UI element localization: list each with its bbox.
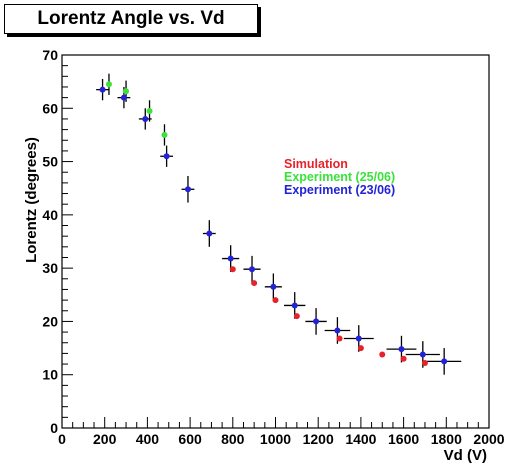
data-point bbox=[99, 86, 106, 93]
x-tick-label: 200 bbox=[93, 431, 117, 447]
data-point bbox=[146, 107, 153, 114]
data-point bbox=[441, 358, 448, 365]
data-point bbox=[123, 88, 130, 95]
data-point bbox=[142, 115, 149, 122]
y-tick-label: 30 bbox=[42, 260, 58, 276]
y-tick-label: 10 bbox=[42, 367, 58, 383]
x-tick-label: 1000 bbox=[260, 431, 291, 447]
data-point bbox=[229, 266, 236, 273]
x-tick-label: 2000 bbox=[473, 431, 504, 447]
error-bars bbox=[96, 73, 462, 375]
data-point bbox=[249, 266, 256, 273]
data-point bbox=[251, 280, 258, 287]
plot-frame bbox=[61, 54, 490, 429]
data-point bbox=[293, 313, 300, 320]
tick-labels: 0 200 400 600 800 1000 1200 1400 1600 1800 2000 0 10… bbox=[42, 47, 504, 447]
data-point bbox=[105, 81, 112, 88]
x-tick-label: 1600 bbox=[388, 431, 419, 447]
x-tick-label: 400 bbox=[136, 431, 160, 447]
data-point bbox=[379, 351, 386, 358]
data-point bbox=[421, 359, 428, 366]
data-point bbox=[398, 346, 405, 353]
data-point bbox=[206, 230, 213, 237]
y-tick-label: 0 bbox=[50, 420, 58, 436]
y-tick-label: 50 bbox=[42, 154, 58, 170]
data-point bbox=[400, 355, 407, 362]
x-tick-label: 1400 bbox=[345, 431, 376, 447]
data-point bbox=[227, 255, 234, 262]
data-point bbox=[184, 186, 191, 193]
data-marks bbox=[99, 81, 448, 366]
y-tick-label: 40 bbox=[42, 207, 58, 223]
x-tick-label: 800 bbox=[221, 431, 245, 447]
chart-title: Lorentz Angle vs. Vd bbox=[4, 4, 258, 34]
data-point bbox=[357, 345, 364, 352]
data-point bbox=[270, 283, 277, 290]
y-tick-label: 60 bbox=[42, 100, 58, 116]
legend-entry: Simulation bbox=[284, 157, 348, 171]
x-tick-label: 1200 bbox=[303, 431, 334, 447]
data-point bbox=[272, 297, 279, 304]
x-tick-label: 0 bbox=[58, 431, 66, 447]
y-tick-label: 20 bbox=[42, 313, 58, 329]
y-tick-label: 70 bbox=[42, 47, 58, 63]
data-point bbox=[419, 351, 426, 358]
x-tick-label: 600 bbox=[178, 431, 202, 447]
y-axis-title: Lorentz (degrees) bbox=[23, 137, 40, 263]
data-point bbox=[355, 335, 362, 342]
axis-ticks bbox=[61, 54, 490, 429]
x-tick-label: 1800 bbox=[431, 431, 462, 447]
data-point bbox=[336, 335, 343, 342]
data-point bbox=[163, 153, 170, 160]
data-point bbox=[334, 327, 341, 334]
legend-entry: Experiment (25/06) bbox=[284, 170, 395, 184]
data-point bbox=[161, 131, 168, 138]
data-point bbox=[120, 94, 127, 101]
data-point bbox=[291, 302, 298, 309]
x-axis-title: Vd (V) bbox=[444, 447, 487, 464]
data-point bbox=[313, 318, 320, 325]
legend-entry: Experiment (23/06) bbox=[284, 183, 395, 197]
